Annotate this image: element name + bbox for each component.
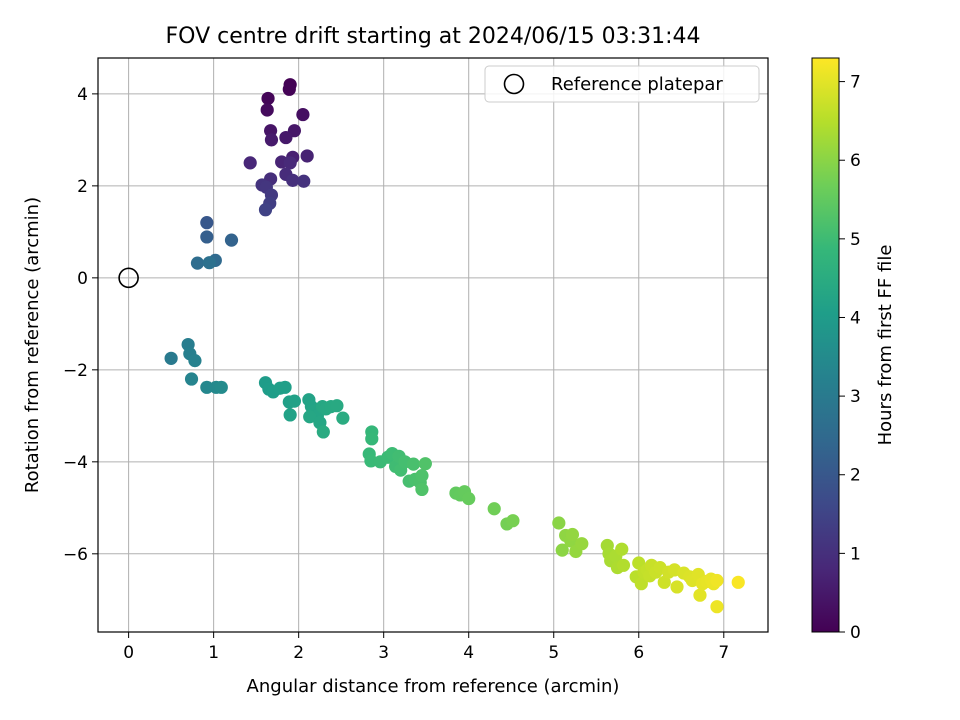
data-point <box>300 149 314 163</box>
data-point <box>200 230 214 244</box>
x-tick-label: 3 <box>378 643 389 663</box>
colorbar-ticks: 0 1 2 3 4 5 6 7 <box>839 73 861 643</box>
y-tick-label: 2 <box>77 177 88 197</box>
data-point <box>303 410 317 424</box>
x-tick-label: 5 <box>548 643 559 663</box>
data-points <box>164 78 745 614</box>
x-tick-label: 4 <box>463 643 474 663</box>
data-point <box>296 107 310 122</box>
data-point <box>200 380 214 394</box>
data-point <box>415 469 429 483</box>
y-axis-ticks: 4 2 0 −2 −4 −6 <box>63 85 98 565</box>
data-point <box>506 514 520 528</box>
data-point <box>316 425 330 439</box>
colorbar-tick-label: 4 <box>850 308 861 328</box>
y-tick-label: 4 <box>77 85 88 105</box>
legend-marker-icon <box>503 73 525 95</box>
x-tick-label: 1 <box>208 643 219 663</box>
data-point <box>406 457 421 471</box>
data-point <box>670 580 684 594</box>
data-point <box>710 573 724 588</box>
x-tick-label: 6 <box>633 643 644 663</box>
data-point <box>286 173 300 187</box>
colorbar-label: Hours from first FF file <box>875 245 896 446</box>
x-axis-ticks: 0 1 2 3 4 5 6 7 <box>123 632 729 663</box>
colorbar-tick-label: 2 <box>850 466 861 486</box>
data-point <box>462 492 476 506</box>
data-point <box>297 174 311 188</box>
data-point <box>555 543 569 557</box>
y-tick-label: −2 <box>63 361 88 381</box>
data-point <box>264 133 279 147</box>
data-point <box>214 380 228 394</box>
plot-frame <box>97 57 769 633</box>
data-point <box>365 432 379 446</box>
data-point <box>616 558 631 572</box>
reference-point <box>118 267 139 289</box>
x-tick-label: 7 <box>718 643 729 663</box>
colorbar-tick-label: 7 <box>850 73 861 93</box>
data-point <box>731 575 745 589</box>
y-axis-label: Rotation from reference (arcmin) <box>22 197 43 493</box>
data-point <box>164 351 178 365</box>
legend-label: Reference platepar <box>551 74 723 95</box>
colorbar-tick-label: 0 <box>850 623 861 643</box>
colorbar-tick-label: 3 <box>850 387 861 407</box>
data-point <box>693 588 707 602</box>
data-point <box>552 516 566 530</box>
data-point <box>224 233 239 247</box>
data-point <box>243 156 257 170</box>
legend: Reference platepar <box>484 65 760 103</box>
data-point <box>615 542 629 556</box>
x-tick-label: 0 <box>123 643 134 663</box>
data-point <box>184 372 199 386</box>
colorbar <box>811 57 840 633</box>
colorbar-tick-label: 6 <box>850 151 861 171</box>
data-point <box>190 256 205 270</box>
data-point <box>336 411 350 425</box>
colorbar-tick-label: 1 <box>850 544 861 564</box>
data-point <box>415 482 429 497</box>
legend-box <box>484 65 760 103</box>
x-tick-label: 2 <box>293 643 304 663</box>
grid <box>98 58 768 632</box>
data-point <box>283 156 297 170</box>
data-point <box>565 527 580 542</box>
data-point <box>330 399 344 413</box>
data-point <box>278 380 292 394</box>
y-tick-label: 0 <box>77 269 88 289</box>
data-point <box>260 103 274 117</box>
y-tick-label: −6 <box>63 545 88 565</box>
data-point <box>279 130 293 145</box>
data-point <box>200 216 214 230</box>
data-point <box>487 502 501 516</box>
data-point <box>418 457 432 471</box>
data-point <box>283 408 297 422</box>
x-axis-label: Angular distance from reference (arcmin) <box>247 676 620 697</box>
data-point <box>634 577 648 591</box>
data-point <box>287 394 302 408</box>
data-point <box>202 256 216 270</box>
data-point <box>710 600 724 614</box>
data-point <box>258 203 273 217</box>
data-point <box>282 82 296 96</box>
y-tick-label: −4 <box>63 453 88 473</box>
data-point <box>188 354 202 368</box>
colorbar-tick-label: 5 <box>850 230 861 250</box>
data-point <box>575 537 589 551</box>
chart-title: FOV centre drift starting at 2024/06/15 … <box>166 24 701 49</box>
data-point <box>261 91 275 106</box>
data-point <box>657 575 671 589</box>
